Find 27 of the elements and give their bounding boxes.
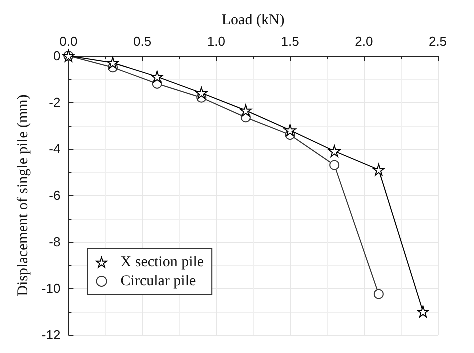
point <box>107 56 120 69</box>
x-tick-label: 1.5 <box>281 34 300 49</box>
point <box>196 87 208 100</box>
y-tick-label: -12 <box>42 328 61 342</box>
x-axis-title: Load (kN) <box>222 12 285 28</box>
x-tick-label: 2.0 <box>355 34 374 49</box>
x-tick-label: 1.0 <box>207 34 226 49</box>
point <box>330 160 340 170</box>
y-tick-label: -2 <box>49 95 61 110</box>
y-axis-title: Displacement of single pile (mm) <box>16 94 32 296</box>
x-tick-label: 2.5 <box>428 34 448 49</box>
point <box>284 124 296 136</box>
y-tick-label: -10 <box>42 281 61 296</box>
legend-label: Circular pile <box>120 274 197 290</box>
y-tick-label: -4 <box>49 142 61 156</box>
point <box>151 70 164 83</box>
point <box>417 306 430 318</box>
legend-label: X section pile <box>120 254 204 270</box>
point <box>240 104 252 117</box>
x-tick-label: 0.5 <box>134 34 152 49</box>
y-tick-label: 0 <box>53 48 61 64</box>
x-tick-label: 0.0 <box>60 34 78 49</box>
y-tick-label: -6 <box>49 188 61 203</box>
point <box>328 145 341 158</box>
y-tick-label: -8 <box>49 234 61 250</box>
point <box>374 289 384 300</box>
point <box>372 164 385 176</box>
